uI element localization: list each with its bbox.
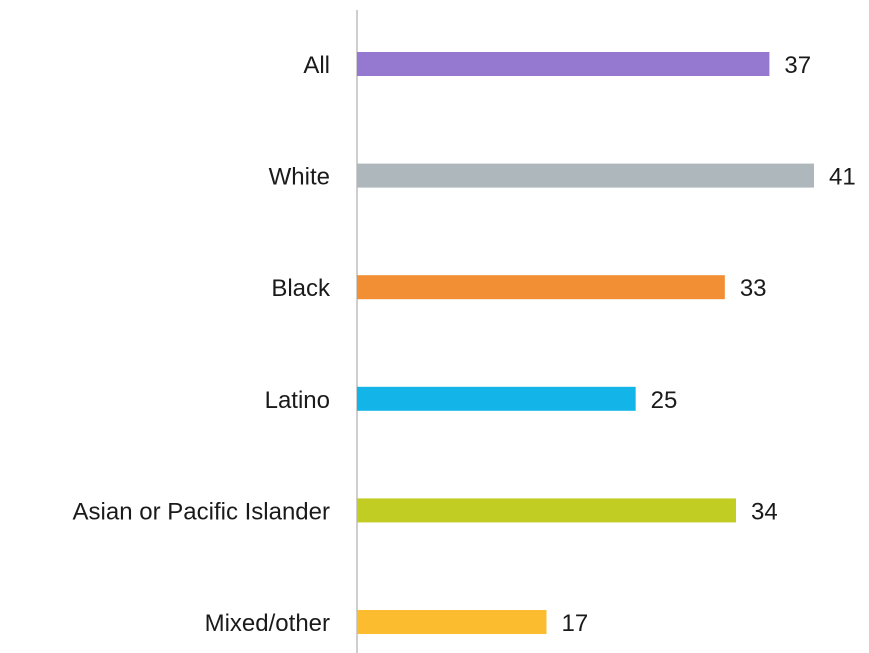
bar-black xyxy=(357,275,725,300)
value-label: 41 xyxy=(829,164,856,191)
category-label: White xyxy=(269,164,330,191)
bar-white xyxy=(357,163,814,188)
bar-latino xyxy=(357,386,636,411)
category-label: Latino xyxy=(265,387,330,414)
value-label: 34 xyxy=(751,498,778,525)
bars-group: All 37 White 41 Black 33 Latino 25 Asian or Paci… xyxy=(73,52,856,637)
category-label: Mixed/other xyxy=(205,610,330,637)
bar-asian-or-pacific-islander xyxy=(357,498,736,523)
value-label: 17 xyxy=(561,610,588,637)
value-label: 37 xyxy=(784,52,811,79)
category-label: All xyxy=(303,52,330,79)
value-label: 33 xyxy=(740,275,767,302)
value-label: 25 xyxy=(651,387,678,414)
bar-mixed-other xyxy=(357,610,547,634)
category-label: Black xyxy=(271,275,331,302)
bar-all xyxy=(357,52,770,76)
category-label: Asian or Pacific Islander xyxy=(73,498,330,525)
